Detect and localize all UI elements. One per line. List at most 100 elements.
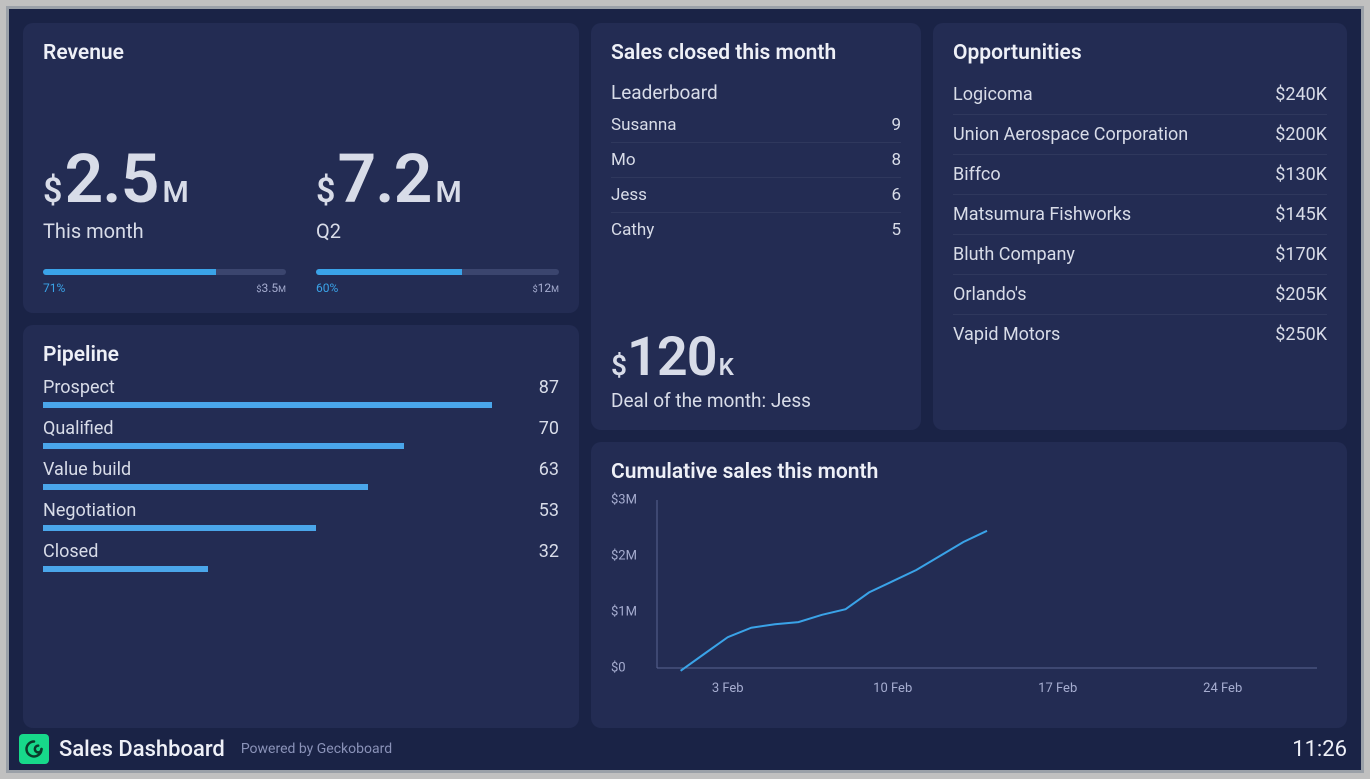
- pipeline-label: Value build: [43, 459, 131, 480]
- opportunity-name: Biffco: [953, 164, 1001, 185]
- opportunity-value: $170K: [1275, 244, 1327, 265]
- revenue-bar-fill: [316, 269, 462, 275]
- sales-title: Sales closed this month: [611, 41, 901, 65]
- revenue-bar-track: [316, 269, 559, 275]
- opportunity-row: Biffco $130K: [953, 155, 1327, 195]
- pipeline-row-top: Closed 32: [43, 541, 559, 562]
- opportunity-row: Logicoma $240K: [953, 75, 1327, 115]
- pipeline-bar: [43, 525, 316, 531]
- opportunity-name: Logicoma: [953, 84, 1033, 105]
- leaderboard-title: Leaderboard: [611, 81, 901, 104]
- pipeline-value: 70: [539, 418, 559, 439]
- pipeline-row: Negotiation 53: [43, 500, 559, 531]
- leader-name: Cathy: [611, 220, 654, 240]
- leaderboard-row: Susanna 9: [611, 108, 901, 143]
- opportunity-value: $200K: [1275, 124, 1327, 145]
- pipeline-bar: [43, 566, 208, 572]
- pipeline-row-top: Value build 63: [43, 459, 559, 480]
- opportunity-row: Union Aerospace Corporation $200K: [953, 115, 1327, 155]
- chart-area: $0$1M$2M$3M3 Feb10 Feb17 Feb24 Feb: [611, 494, 1327, 694]
- pipeline-label: Qualified: [43, 418, 114, 439]
- leader-name: Mo: [611, 150, 636, 170]
- pipeline-value: 53: [539, 500, 559, 521]
- leaderboard-row: Jess6: [611, 178, 901, 213]
- pipeline-row-top: Prospect 87: [43, 377, 559, 398]
- opportunity-name: Matsumura Fishworks: [953, 204, 1131, 225]
- opportunity-name: Union Aerospace Corporation: [953, 124, 1188, 145]
- deal-sublabel: Deal of the month: Jess: [611, 389, 901, 412]
- opportunity-value: $145K: [1275, 204, 1327, 225]
- chart-panel: Cumulative sales this month $0$1M$2M$3M3…: [591, 442, 1347, 728]
- pipeline-label: Closed: [43, 541, 98, 562]
- revenue-sublabel: This month: [43, 219, 286, 243]
- pipeline-panel: Pipeline Prospect 87 Qualified 70 Value buil…: [23, 325, 579, 728]
- revenue-target: $12M: [533, 281, 559, 295]
- revenue-number: 7.2: [337, 145, 431, 213]
- opportunity-value: $205K: [1275, 284, 1327, 305]
- pipeline-rows: Prospect 87 Qualified 70 Value build 63 Negoti…: [43, 377, 559, 572]
- dashboard-frame: Revenue $2.5M This month 71% $3.5M $7.2M Q2 60…: [6, 6, 1364, 773]
- opportunities-panel: Opportunities Logicoma $240K Union Aerospa…: [933, 23, 1347, 430]
- dashboard-grid: Revenue $2.5M This month 71% $3.5M $7.2M Q2 60…: [9, 9, 1361, 728]
- pipeline-value: 32: [539, 541, 559, 562]
- revenue-progress: 60% $12M: [316, 269, 559, 295]
- revenue-metrics: $2.5M This month 71% $3.5M $7.2M Q2 60% $12M: [43, 75, 559, 295]
- pipeline-bar: [43, 484, 368, 490]
- opportunity-value: $250K: [1275, 324, 1327, 345]
- revenue-number: 2.5: [64, 145, 158, 213]
- leaderboard-row: Mo 8: [611, 143, 901, 178]
- opportunity-name: Bluth Company: [953, 244, 1075, 265]
- geckoboard-logo-icon: [19, 734, 49, 764]
- opportunity-value: $240K: [1275, 84, 1327, 105]
- revenue-bar-track: [43, 269, 286, 275]
- revenue-metric: $7.2M Q2 60% $12M: [316, 145, 559, 295]
- revenue-sublabel: Q2: [316, 219, 559, 243]
- footer-time: 11:26: [1292, 737, 1347, 762]
- revenue-panel: Revenue $2.5M This month 71% $3.5M $7.2M Q2 60…: [23, 23, 579, 313]
- opportunity-row: Bluth Company $170K: [953, 235, 1327, 275]
- deal-value: $ 120 K: [611, 331, 901, 385]
- pipeline-value: 87: [539, 377, 559, 398]
- opportunities-rows: Logicoma $240K Union Aerospace Corporation…: [953, 75, 1327, 354]
- revenue-value: $2.5M: [43, 145, 286, 213]
- revenue-bar-labels: 60% $12M: [316, 281, 559, 295]
- opportunity-row: Orlando's $205K: [953, 275, 1327, 315]
- sales-panel: Sales closed this month Leaderboard Susa…: [591, 23, 921, 430]
- opportunity-row: Vapid Motors$250K: [953, 315, 1327, 354]
- revenue-unit: M: [162, 178, 188, 208]
- pipeline-label: Prospect: [43, 377, 115, 398]
- revenue-progress: 71% $3.5M: [43, 269, 286, 295]
- deal-number: 120: [627, 331, 717, 385]
- leader-name: Susanna: [611, 115, 677, 135]
- revenue-percent: 71%: [43, 281, 65, 295]
- chart-title: Cumulative sales this month: [611, 460, 1327, 484]
- opportunity-name: Orlando's: [953, 284, 1027, 305]
- pipeline-title: Pipeline: [43, 343, 559, 367]
- leader-count: 9: [891, 115, 901, 135]
- leader-count: 8: [891, 150, 901, 170]
- pipeline-label: Negotiation: [43, 500, 136, 521]
- pipeline-bar: [43, 443, 404, 449]
- footer-bar: Sales Dashboard Powered by Geckoboard 11…: [9, 728, 1361, 770]
- opportunity-value: $130K: [1275, 164, 1327, 185]
- revenue-unit: M: [435, 178, 461, 208]
- opportunity-row: Matsumura Fishworks $145K: [953, 195, 1327, 235]
- revenue-target: $3.5M: [256, 281, 286, 295]
- revenue-bar-fill: [43, 269, 216, 275]
- pipeline-bar: [43, 402, 492, 408]
- opportunities-title: Opportunities: [953, 41, 1327, 65]
- footer-powered: Powered by Geckoboard: [241, 741, 392, 757]
- pipeline-row: Qualified 70: [43, 418, 559, 449]
- footer-title: Sales Dashboard: [59, 737, 225, 762]
- revenue-percent: 60%: [316, 281, 338, 295]
- leader-count: 6: [891, 185, 901, 205]
- leaderboard-rows: Susanna 9 Mo 8 Jess6Cathy5: [611, 108, 901, 247]
- revenue-value: $7.2M: [316, 145, 559, 213]
- pipeline-row: Prospect 87: [43, 377, 559, 408]
- pipeline-value: 63: [539, 459, 559, 480]
- pipeline-row: Value build 63: [43, 459, 559, 490]
- leaderboard-row: Cathy5: [611, 213, 901, 247]
- deal-of-month: $ 120 K Deal of the month: Jess: [611, 331, 901, 412]
- revenue-title: Revenue: [43, 41, 559, 65]
- chart-line: [681, 531, 987, 671]
